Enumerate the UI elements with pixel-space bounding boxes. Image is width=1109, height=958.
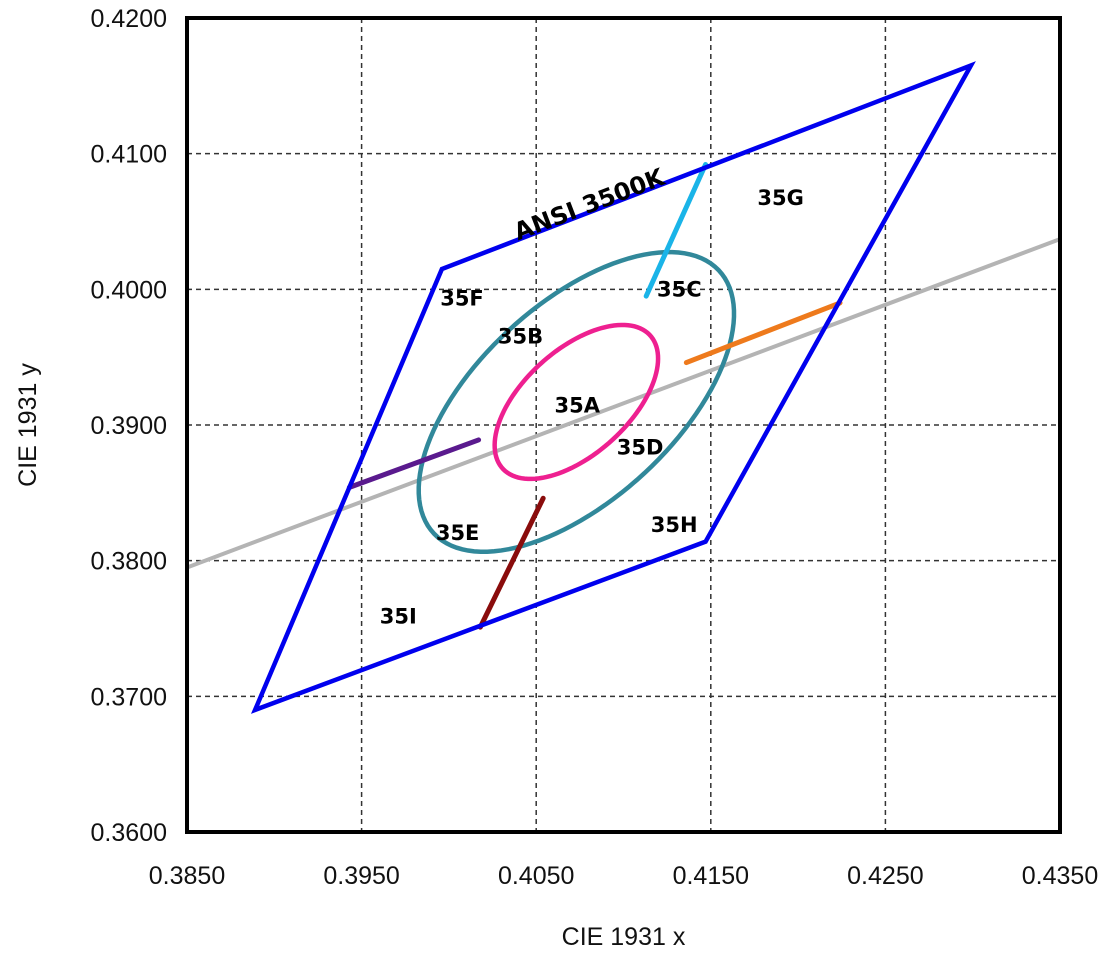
ansi-quadrangle (250, 61, 976, 714)
y-tick-label: 0.4000 (91, 276, 167, 304)
orange-segment (683, 300, 843, 366)
region-label-35c: 35C (657, 278, 702, 302)
region-label-35e: 35E (436, 521, 480, 545)
x-tick-label: 0.4150 (673, 862, 749, 890)
region-label-35i: 35I (380, 605, 417, 629)
region-label-35b: 35B (498, 324, 543, 348)
region-label-35h: 35H (651, 513, 698, 537)
region-label-35g: 35G (757, 186, 803, 210)
planckian-locus-line (187, 237, 1060, 570)
region-label-35a: 35A (554, 394, 600, 418)
x-axis-title: CIE 1931 x (562, 923, 686, 951)
outer-ellipse (416, 249, 737, 554)
y-tick-label: 0.3600 (91, 819, 167, 847)
y-tick-label: 0.4200 (91, 5, 167, 33)
inner-ellipse (492, 322, 661, 482)
y-tick-label: 0.3900 (91, 412, 167, 440)
x-tick-label: 0.4250 (847, 862, 923, 890)
data-layer (187, 61, 1060, 714)
darkred-segment (477, 495, 546, 630)
y-tick-label: 0.4100 (91, 141, 167, 169)
region-label-35d: 35D (617, 436, 664, 460)
grid-layer (187, 18, 1060, 832)
x-tick-label: 0.3850 (149, 862, 225, 890)
y-tick-label: 0.3800 (91, 548, 167, 576)
x-tick-label: 0.3950 (323, 862, 399, 890)
x-tick-label: 0.4350 (1022, 862, 1098, 890)
y-tick-label: 0.3700 (91, 683, 167, 711)
cyan-segment (643, 162, 709, 299)
region-label-35f: 35F (440, 287, 484, 311)
y-axis-title: CIE 1931 y (14, 363, 42, 487)
tick-layer: 0.3850 0.3950 0.4050 0.4150 0.4250 0.4350 0.36… (91, 5, 1099, 890)
x-tick-label: 0.4050 (498, 862, 574, 890)
purple-segment (346, 437, 482, 490)
plot-area-frame (185, 16, 1062, 834)
